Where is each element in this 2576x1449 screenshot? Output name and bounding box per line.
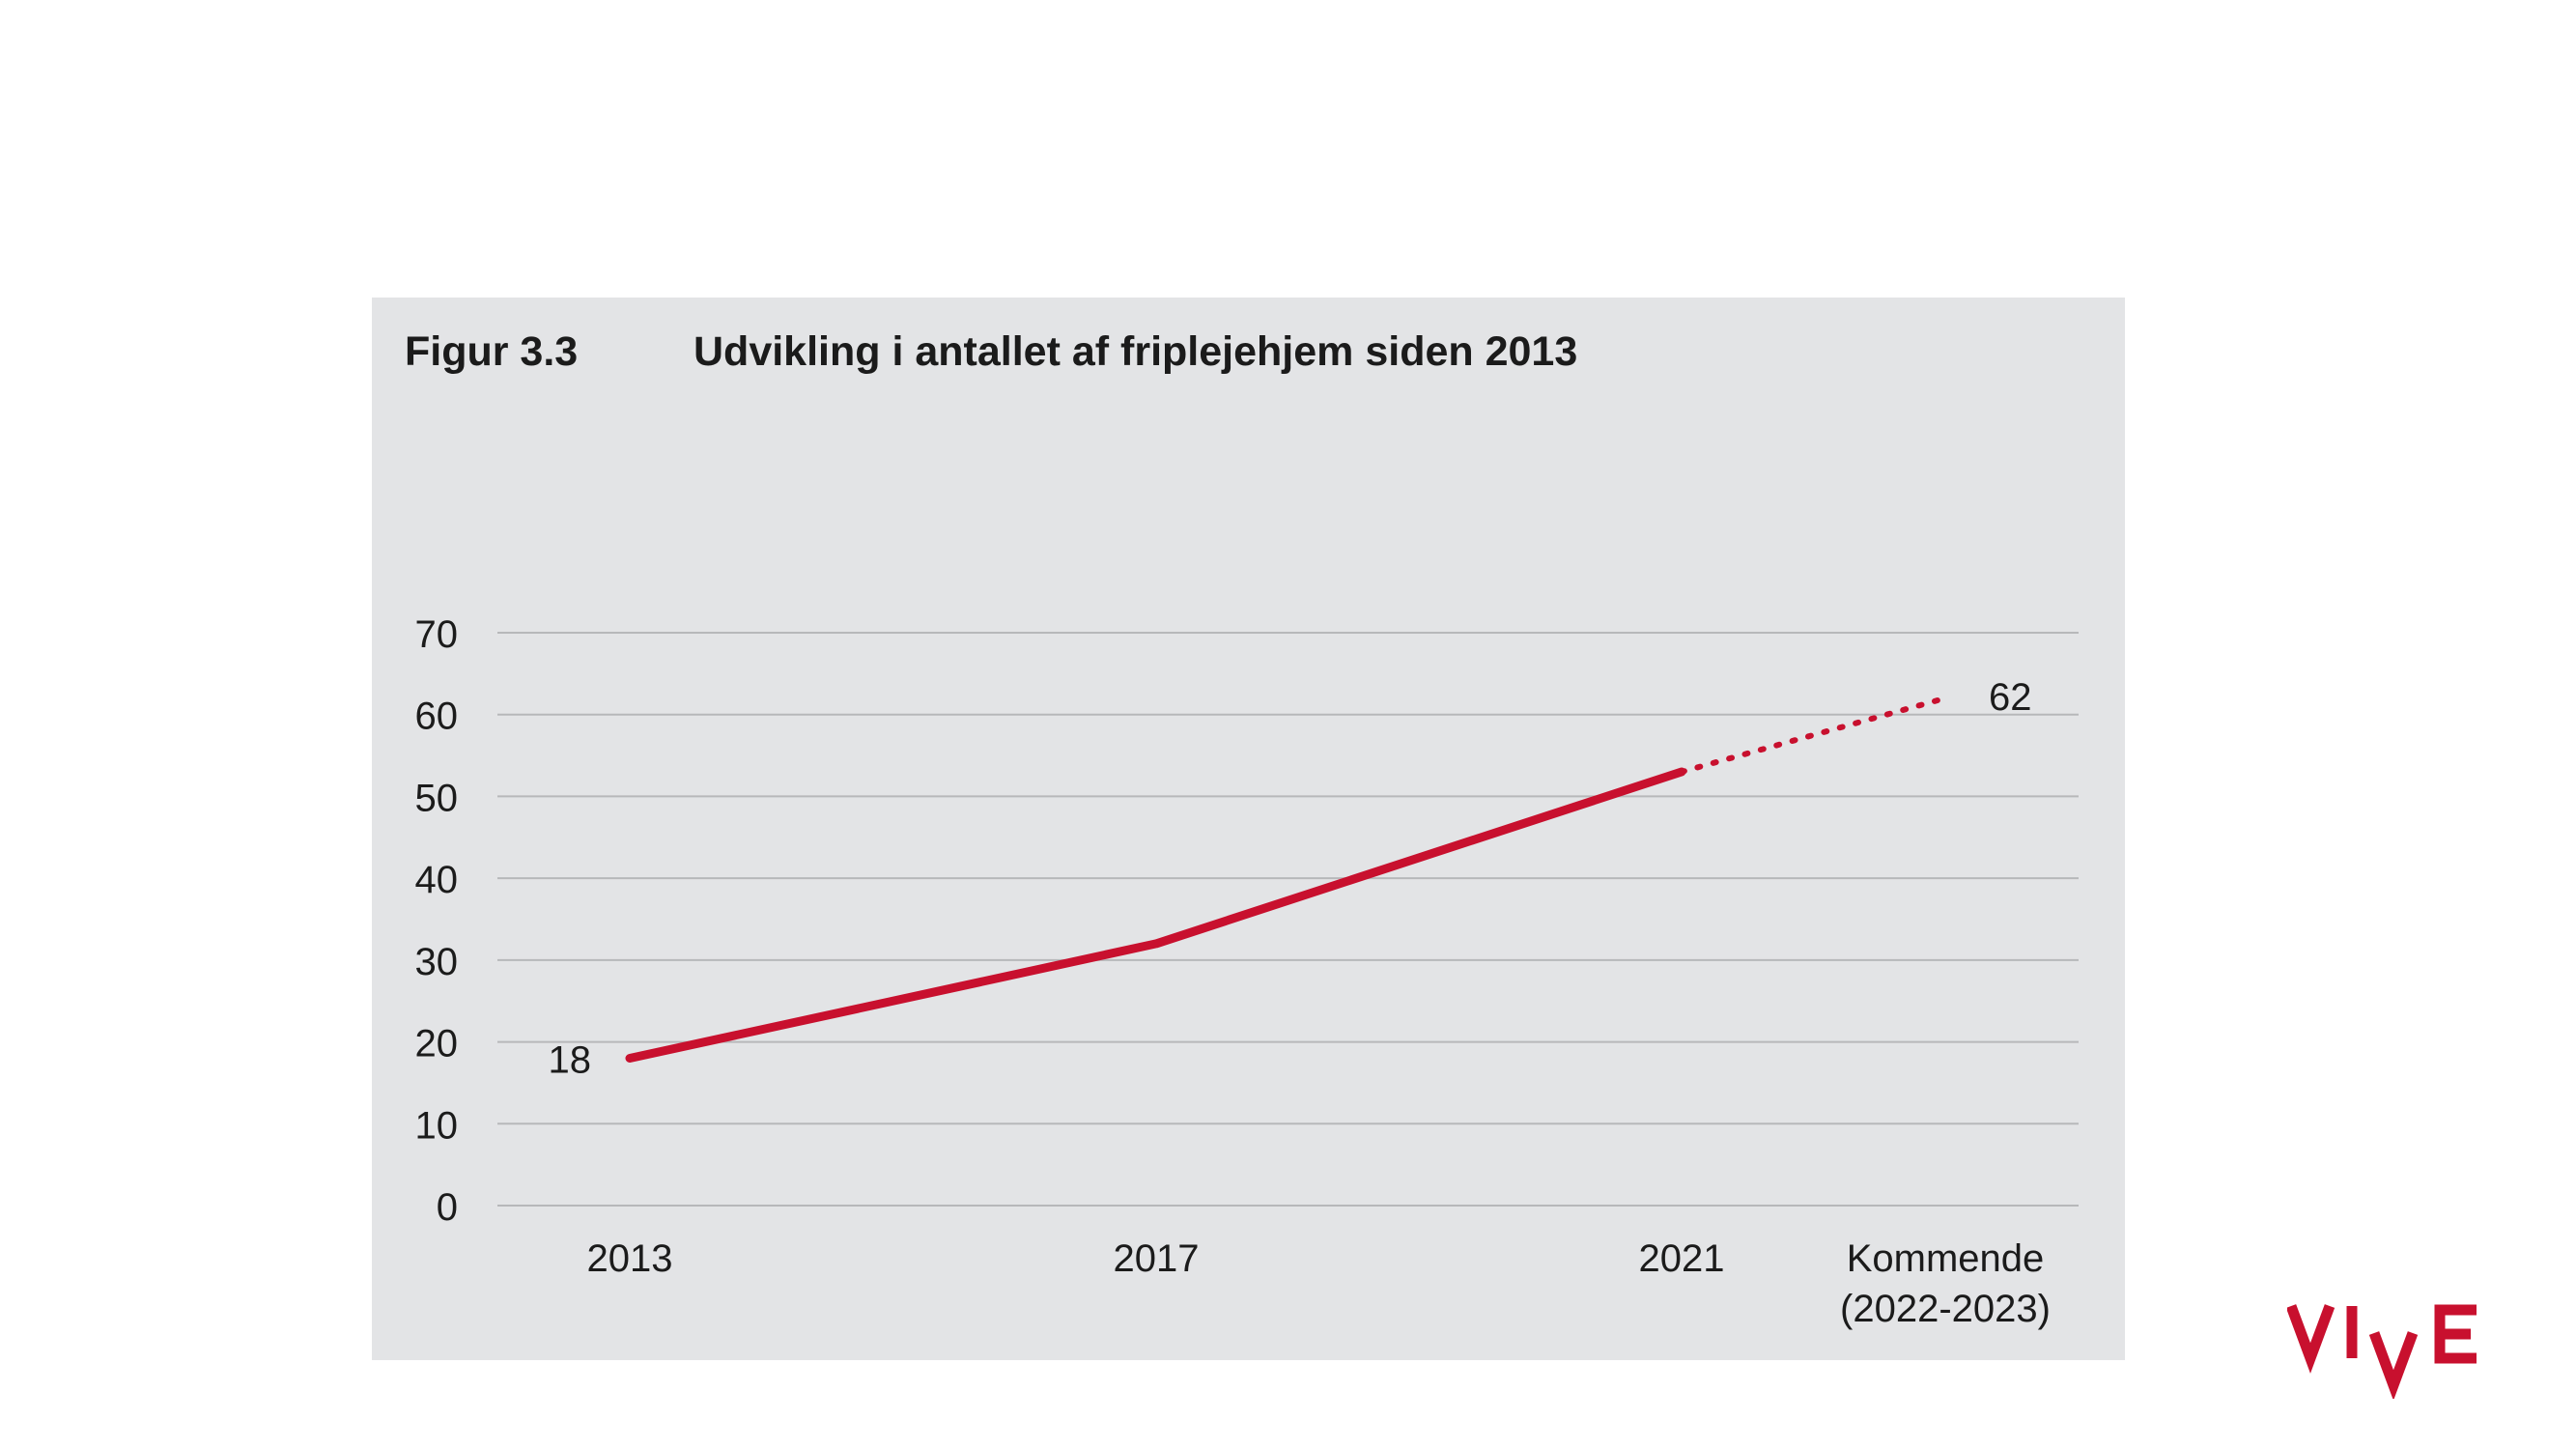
x-tick-label: 2013 [587,1237,673,1280]
x-tick-label: 2017 [1114,1237,1200,1280]
y-tick-label: 10 [415,1104,459,1147]
x-tick-label: Kommende [1847,1237,2045,1280]
y-tick-label: 30 [415,941,459,983]
chart-panel [372,298,2125,1360]
data-label: 62 [1989,676,2032,719]
y-tick-label: 20 [415,1023,459,1065]
y-tick-label: 0 [437,1186,458,1229]
y-tick-label: 50 [415,777,459,819]
y-tick-label: 60 [415,696,459,738]
projected-series-line [1679,695,1948,776]
figure-label: Figur 3.3 [405,328,579,375]
figure-title: Udvikling i antallet af friplejehjem sid… [694,328,1578,375]
y-tick-label: 70 [415,613,459,656]
x-tick-label: (2022-2023) [1840,1288,2051,1330]
y-tick-label: 40 [415,859,459,901]
series-line [625,767,1686,1064]
data-label: 18 [549,1039,592,1082]
vive-logo [2287,1304,2477,1399]
x-tick-label: 2021 [1639,1237,1725,1280]
